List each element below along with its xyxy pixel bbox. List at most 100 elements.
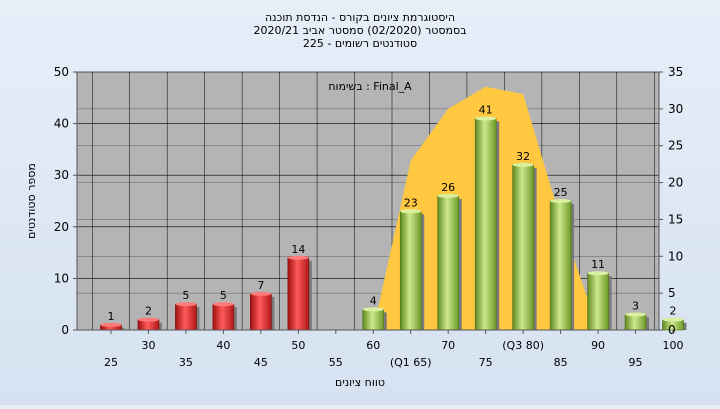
y-tick-label: 40 [54, 117, 69, 131]
bar [399, 209, 425, 331]
x-tick-label: (Q3 80) [502, 339, 544, 352]
y-tick-label: 20 [54, 220, 69, 234]
bar-cap [212, 302, 234, 307]
x-tick-labels: 25 30 35 40 45 50 55 60 (Q1 65) 70 75 (Q3 80) 85 90 95… [104, 330, 684, 369]
x-tick-label: 75 [479, 356, 493, 369]
bar-value-label: 14 [291, 243, 305, 256]
bar-value-label: 25 [554, 186, 568, 199]
y2-tick-label: 0 [668, 323, 676, 337]
x-tick-label: 25 [104, 356, 118, 369]
x-tick-label: 85 [554, 356, 568, 369]
bar-cap [662, 317, 684, 322]
bar-value-label: 1 [108, 310, 115, 323]
x-axis-label: טווח ציונים [335, 376, 385, 389]
bar-cap [512, 162, 534, 167]
y2-tick-label: 5 [668, 286, 676, 300]
bar-value-label: 2 [145, 305, 152, 318]
bar-body [512, 164, 534, 331]
x-tick-label: 50 [291, 339, 305, 352]
bar [137, 317, 162, 331]
bar-cap [137, 317, 159, 322]
x-tick-label: 60 [366, 339, 380, 352]
x-tick-label: 90 [591, 339, 605, 352]
y2-tick-label: 25 [668, 139, 683, 153]
x-tick-label: 30 [141, 339, 155, 352]
bar-value-label: 41 [479, 103, 493, 116]
title-line-2: בסמסטר (02/2020) סמסטר אביב 2020/21 [253, 24, 466, 37]
bar-cap [250, 291, 272, 296]
bar [362, 307, 387, 331]
x-tick-label: 70 [441, 339, 455, 352]
bar [624, 312, 650, 331]
y-tick-label: 30 [54, 168, 69, 182]
bar [437, 193, 462, 331]
y2-tick-label: 10 [668, 249, 683, 263]
y-tick-label: 50 [54, 65, 69, 79]
bar-body [362, 309, 385, 331]
bar-value-label: 5 [182, 289, 189, 302]
bar-value-label: 32 [516, 150, 530, 163]
bar-cap [475, 116, 497, 121]
bar-value-label: 7 [257, 279, 264, 292]
y-ticks-right: 0 5 10 15 20 25 30 35 [659, 65, 683, 337]
bar-value-label: 5 [220, 289, 227, 302]
y2-tick-label: 30 [668, 102, 683, 116]
chart-title: היסטוגרמת ציונים בקורס - הנדסת תוכנה בסמ… [253, 11, 466, 50]
bar-cap [625, 312, 647, 317]
bar-body [287, 257, 310, 331]
bar [175, 302, 200, 331]
bar [287, 255, 312, 331]
x-tick-label: 45 [254, 356, 268, 369]
x-tick-label: 95 [629, 356, 643, 369]
bar [212, 302, 237, 331]
bar-body [399, 211, 422, 331]
y2-tick-label: 20 [668, 176, 683, 190]
bar-body [175, 303, 197, 331]
bar-body [212, 303, 235, 331]
grid-lines [77, 71, 659, 331]
y-tick-label: 10 [54, 271, 69, 285]
bars [100, 116, 687, 331]
y-tick-label: 0 [61, 323, 69, 337]
bar [250, 291, 275, 331]
bar-cap [587, 271, 609, 276]
bar [512, 162, 537, 331]
bar-value-label: 26 [441, 181, 455, 194]
bar [587, 271, 612, 331]
bar-value-label: 3 [632, 300, 639, 313]
title-line-3: סטודנטים רשומים - 225 [303, 37, 417, 50]
bar-cap [400, 209, 422, 214]
x-tick-label: 40 [216, 339, 230, 352]
bar-cap [175, 302, 197, 307]
bar-body [474, 118, 497, 331]
bar-body [624, 314, 647, 331]
bar-body [437, 195, 460, 331]
title-line-1: היסטוגרמת ציונים בקורס - הנדסת תוכנה [265, 11, 455, 24]
bar-cap [550, 199, 572, 203]
y-axis-label: מספר סטודנטים [25, 163, 38, 239]
bar-value-label: 2 [670, 305, 677, 318]
x-tick-label: 35 [179, 356, 193, 369]
y-ticks-left: 0 10 20 30 40 50 [54, 65, 77, 337]
bar-body [250, 293, 272, 331]
bar-cap [437, 193, 459, 198]
bar-value-label: 11 [591, 258, 605, 271]
x-tick-label: (Q1 65) [390, 356, 432, 369]
bar [549, 199, 575, 331]
series-annotation: בשימוח : Final_A [328, 80, 412, 93]
bar-body [549, 200, 572, 331]
bar-cap [362, 307, 384, 312]
x-tick-label: 100 [663, 339, 684, 352]
y2-tick-label: 35 [668, 65, 683, 79]
bar-cap [100, 322, 122, 327]
x-tick-label: 55 [329, 356, 343, 369]
bar [474, 116, 500, 331]
bar-value-label: 23 [404, 196, 418, 209]
bar-value-label: 4 [370, 294, 377, 307]
bar-cap [287, 255, 309, 260]
bar-body [587, 272, 609, 331]
y2-tick-label: 15 [668, 212, 683, 226]
